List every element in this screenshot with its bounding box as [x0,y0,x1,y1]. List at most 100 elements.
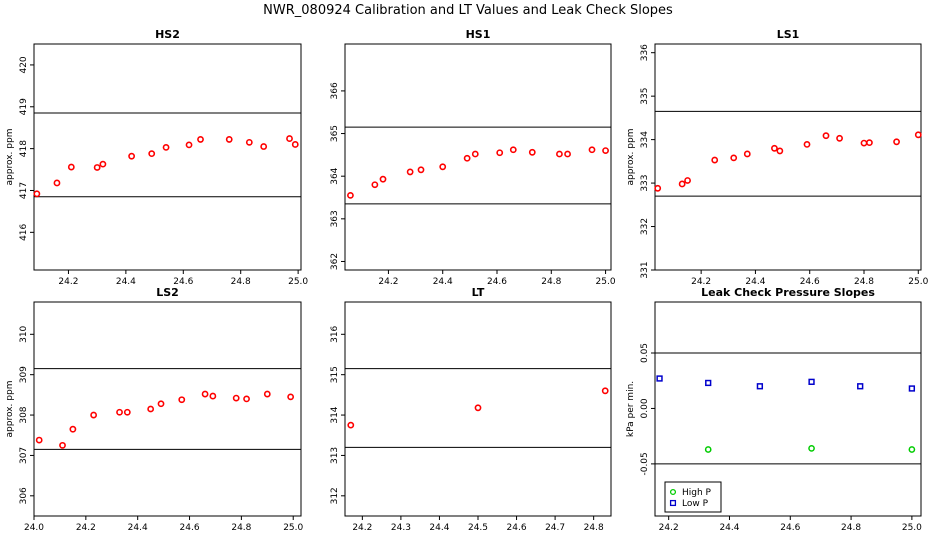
y-tick-label: 308 [19,406,29,423]
y-tick-label: 312 [330,487,340,504]
y-axis-label: approx. ppm [5,381,15,438]
x-tick-label: 24.4 [128,523,148,533]
data-point [914,131,922,139]
low-p-point [857,383,864,390]
data-point [90,411,98,419]
data-point [379,175,387,183]
data-point [53,179,61,187]
x-tick-label: 24.8 [231,277,251,287]
data-point [148,150,156,158]
data-point [33,190,41,198]
legend-marker-high-p [669,488,677,496]
data-point [147,405,155,413]
y-tick-label: 307 [19,447,29,464]
legend-label: Low P [682,499,709,509]
data-point [201,390,209,398]
legend-marker-low-p [669,499,677,507]
data-point [35,436,43,444]
x-tick-label: 24.3 [391,523,411,533]
data-point [654,184,662,192]
plot-frame [344,43,612,271]
panel-hs2: HS2 approx. ppm 24.2 24.4 24.6 24.8 25.0 416 417… [5,28,308,287]
x-tick-label: 24.7 [545,523,565,533]
data-point [711,156,719,164]
y-tick-label: 333 [640,174,650,191]
data-point [99,160,107,168]
x-tick-label: 24.2 [352,523,372,533]
x-tick-label: 25.0 [908,277,928,287]
panel-ls2: LS2 approx. ppm 24.0 24.2 24.4 24.6 24.8 25.0 30… [5,286,304,533]
data-point [93,164,101,171]
x-tick-label: 24.4 [429,523,449,533]
low-p-point [705,379,712,387]
x-tick-label: 25.0 [596,277,616,287]
x-tick-label: 24.6 [780,523,800,533]
x-tick-label: 25.0 [902,523,922,533]
plot-frame [654,43,922,271]
x-tick-label: 24.6 [180,523,200,533]
data-point [463,154,471,162]
plot-frame [344,301,612,517]
data-point [601,387,609,395]
x-tick-label: 24.2 [378,277,398,287]
y-tick-label: 419 [19,98,29,115]
data-point [178,396,186,404]
data-point [439,163,447,171]
x-tick-label: 24.5 [468,523,488,533]
data-point [564,150,571,158]
data-point [528,148,536,156]
data-point [860,139,868,147]
y-tick-label: 315 [330,366,340,383]
data-point [803,140,811,148]
data-point [232,394,240,402]
data-point [588,146,596,154]
data-point [347,421,355,429]
data-point [836,134,843,142]
y-tick-label: 416 [19,223,29,240]
data-point [291,141,299,148]
x-tick-label: 25.0 [288,277,308,287]
panel-lt: LT 24.2 24.3 24.4 24.5 24.6 24.7 24.8 312 313 314 3… [330,286,612,533]
x-tick-label: 24.6 [800,277,820,287]
data-point [602,147,609,155]
y-tick-label: 306 [19,487,29,504]
x-tick-label: 24.2 [76,523,96,533]
high-p-point [808,445,815,452]
panel-title: HS1 [466,28,491,41]
data-point [162,143,170,151]
data-point [286,135,293,142]
data-point [116,408,123,416]
low-p-point [808,378,815,385]
x-tick-label: 24.4 [719,523,739,533]
data-point [128,152,136,160]
data-point [893,138,900,146]
data-point [684,177,691,184]
y-tick-label: 314 [330,406,340,423]
x-tick-label: 24.4 [433,277,453,287]
x-tick-label: 24.4 [116,277,136,287]
y-axis-label: approx. ppm [626,129,636,186]
data-point [347,191,354,199]
data-point [509,146,517,154]
legend-label: High P [682,488,712,498]
data-point [185,141,193,149]
x-tick-label: 24.6 [487,277,507,287]
y-tick-label: 362 [330,253,340,270]
plot-frame [654,301,922,517]
data-point [743,150,751,158]
panel-title: LS2 [156,286,179,299]
x-tick-label: 24.8 [231,523,251,533]
data-point [474,404,482,412]
x-tick-label: 24.6 [507,523,527,533]
x-tick-label: 24.8 [841,523,861,533]
low-p-point [656,375,663,382]
panel-hs1: HS1 24.2 24.4 24.6 24.8 25.0 362 363 364 365 366 [330,28,616,287]
y-tick-label: 0.05 [640,343,650,363]
data-point [866,139,873,147]
plot-frame [33,43,302,271]
panel-title: HS2 [155,28,180,41]
y-tick-label: 310 [19,325,29,342]
data-point [406,168,414,176]
data-point [67,163,75,171]
y-tick-label: 334 [640,131,650,148]
